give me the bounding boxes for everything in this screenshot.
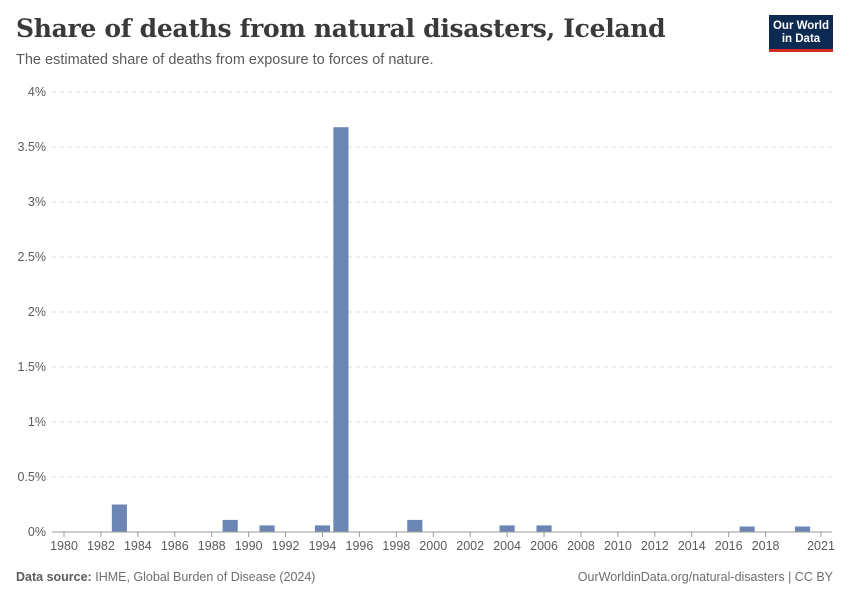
y-tick-label: 4% [28,85,46,99]
bar-chart: 0%0.5%1%1.5%2%2.5%3%3.5%4% 1980 1982 1984 1… [18,85,835,553]
bar-2017 [739,526,755,532]
y-tick-label: 0.5% [18,470,47,484]
bar-1983 [111,504,127,532]
grid-lines [52,91,832,478]
x-tick-label: 1990 [235,539,263,553]
chart-subtitle: The estimated share of deaths from expos… [16,52,434,68]
x-axis: 1980 1982 1984 1986 1988 1990 1992 1994 1996 1998… [50,531,835,553]
x-tick-label: 1982 [87,539,115,553]
x-tick-label: 1994 [309,539,337,553]
bars [111,127,811,532]
bar-1999 [407,519,423,532]
x-tick-label: 2008 [567,539,595,553]
source-link[interactable]: OurWorldinData.org/natural-disasters | C… [577,570,833,584]
y-tick-label: 2.5% [18,250,47,264]
x-tick-label: 1984 [124,539,152,553]
x-tick-label: 1980 [50,539,78,553]
x-tick-label: 2000 [419,539,447,553]
bar-2004 [499,525,515,532]
x-tick-label: 2006 [530,539,558,553]
data-source-text: IHME, Global Burden of Disease (2024) [95,570,316,584]
x-tick-label: 1988 [198,539,226,553]
chart-title: Share of deaths from natural disasters, … [16,14,666,43]
x-tick-label: 2004 [493,539,521,553]
data-source: Data source: IHME, Global Burden of Dise… [16,570,315,584]
bar-1989 [222,519,238,532]
bar-2020 [794,526,811,532]
y-tick-label: 1.5% [18,360,47,374]
y-tick-label: 0% [28,525,46,539]
x-tick-label: 1992 [272,539,300,553]
x-tick-label: 2014 [678,539,706,553]
bar-1995 [333,127,349,532]
logo-line-2: in Data [781,33,821,45]
logo-line-1: Our World [772,20,829,32]
x-tick-label: 1998 [382,539,410,553]
y-tick-label: 3% [28,195,46,209]
y-tick-label: 3.5% [18,140,47,154]
y-tick-label: 1% [28,415,46,429]
x-tick-label: 2002 [456,539,484,553]
x-tick-label: 2018 [752,539,780,553]
y-axis-labels: 0% 0.5% 1% 1.5% 2% 2.5% 3% 3.5% 4% [18,85,47,539]
data-source-label: Data source: [16,570,92,584]
bar-2006 [536,525,552,532]
bar-1991 [259,525,275,532]
y-tick-label: 2% [28,305,46,319]
x-tick-label: 2012 [641,539,669,553]
x-tick-label: 2021 [807,539,835,553]
x-tick-label: 1986 [161,539,189,553]
bar-1994 [314,525,331,532]
x-tick-label: 2016 [715,539,743,553]
x-tick-label: 2010 [604,539,632,553]
our-world-in-data-logo[interactable]: Our World in Data [769,15,833,52]
x-tick-label: 1996 [346,539,374,553]
